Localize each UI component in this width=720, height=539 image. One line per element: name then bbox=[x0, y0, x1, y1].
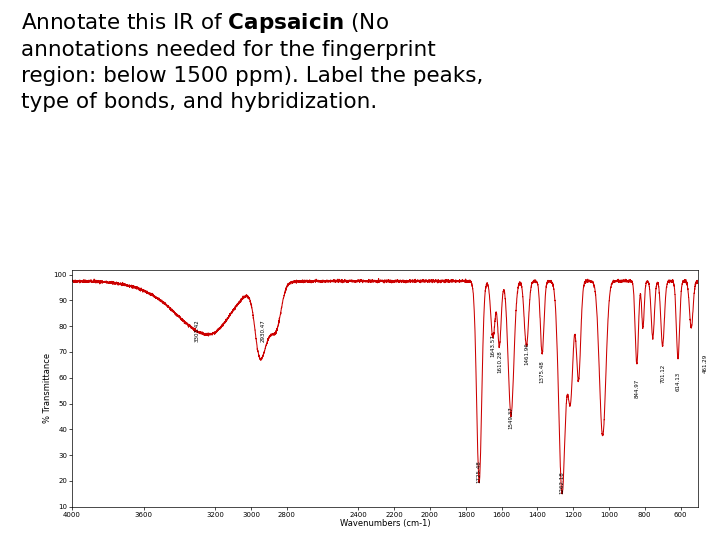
Text: 614.13: 614.13 bbox=[675, 371, 680, 391]
Text: 1725.48: 1725.48 bbox=[477, 461, 482, 483]
Text: 1461.96: 1461.96 bbox=[524, 342, 529, 365]
Text: 1262.18: 1262.18 bbox=[559, 471, 564, 494]
Text: 1375.48: 1375.48 bbox=[540, 360, 544, 383]
Text: 844.97: 844.97 bbox=[634, 379, 639, 398]
Text: Annotate this IR of $\mathbf{Capsaicin}$ (No
annotations needed for the fingerpr: Annotate this IR of $\mathbf{Capsaicin}$… bbox=[22, 11, 484, 112]
Text: 2930.47: 2930.47 bbox=[261, 319, 266, 342]
Text: 461.29: 461.29 bbox=[703, 354, 708, 372]
X-axis label: Wavenumbers (cm-1): Wavenumbers (cm-1) bbox=[340, 519, 431, 528]
Text: 1610.28: 1610.28 bbox=[497, 350, 502, 372]
Text: 701.12: 701.12 bbox=[660, 364, 665, 383]
Text: 1643.57: 1643.57 bbox=[490, 334, 495, 357]
Y-axis label: % Transmittance: % Transmittance bbox=[43, 353, 53, 423]
Text: 1549.37: 1549.37 bbox=[508, 406, 513, 430]
Text: 3303.42: 3303.42 bbox=[194, 319, 199, 342]
